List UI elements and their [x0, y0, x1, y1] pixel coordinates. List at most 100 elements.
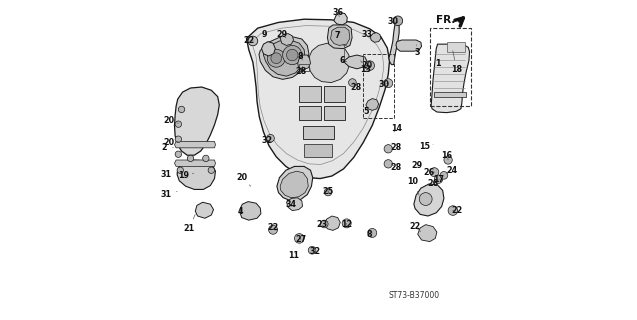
Text: 6: 6 — [340, 56, 345, 65]
Polygon shape — [343, 55, 367, 69]
Text: 32: 32 — [262, 136, 273, 145]
Text: 28: 28 — [350, 83, 362, 92]
Circle shape — [175, 121, 182, 127]
Text: 16: 16 — [441, 151, 453, 160]
Polygon shape — [327, 25, 352, 49]
Text: 26: 26 — [427, 180, 439, 188]
Circle shape — [203, 155, 209, 162]
Text: 21: 21 — [183, 214, 195, 233]
Polygon shape — [240, 202, 261, 220]
Text: 33: 33 — [361, 30, 372, 39]
Text: 11: 11 — [288, 251, 299, 260]
Circle shape — [283, 45, 302, 65]
Text: 34: 34 — [286, 200, 297, 209]
Text: FR.: FR. — [436, 15, 455, 25]
Polygon shape — [177, 160, 215, 189]
Text: 20: 20 — [163, 116, 178, 125]
Polygon shape — [334, 13, 347, 25]
Polygon shape — [431, 44, 469, 113]
Circle shape — [208, 167, 215, 173]
Circle shape — [444, 156, 452, 164]
Text: 19: 19 — [178, 171, 194, 180]
Circle shape — [271, 53, 282, 64]
Text: 28: 28 — [390, 163, 401, 172]
Bar — [299, 106, 321, 120]
Polygon shape — [259, 36, 309, 79]
Circle shape — [320, 220, 328, 228]
Text: 30: 30 — [387, 17, 398, 26]
Text: 20: 20 — [361, 61, 372, 70]
Polygon shape — [175, 141, 215, 148]
Circle shape — [324, 188, 332, 196]
Polygon shape — [247, 19, 390, 179]
Polygon shape — [280, 34, 294, 45]
Text: 22: 22 — [268, 223, 278, 232]
Circle shape — [419, 193, 432, 205]
Circle shape — [287, 49, 298, 61]
Text: 1: 1 — [435, 51, 440, 68]
Polygon shape — [297, 55, 310, 70]
Text: ST73-B37000: ST73-B37000 — [389, 292, 440, 300]
Text: 18: 18 — [451, 51, 462, 74]
Circle shape — [268, 49, 285, 67]
Text: 31: 31 — [160, 190, 177, 199]
Text: 8: 8 — [297, 52, 303, 61]
Polygon shape — [264, 40, 305, 76]
Text: 32: 32 — [310, 247, 321, 256]
Polygon shape — [366, 99, 378, 110]
Polygon shape — [309, 43, 350, 83]
Bar — [299, 86, 321, 102]
Circle shape — [368, 228, 376, 237]
Text: 22: 22 — [410, 222, 421, 232]
Polygon shape — [418, 225, 437, 242]
Bar — [299, 64, 309, 71]
Text: 30: 30 — [378, 80, 390, 89]
Circle shape — [175, 136, 182, 142]
Text: 25: 25 — [322, 188, 333, 196]
Circle shape — [294, 234, 304, 243]
Polygon shape — [175, 160, 215, 166]
Polygon shape — [262, 42, 275, 56]
Text: 22: 22 — [244, 36, 255, 45]
Text: 8: 8 — [367, 230, 373, 239]
Circle shape — [434, 175, 443, 183]
Circle shape — [448, 206, 458, 215]
Text: 20: 20 — [237, 173, 251, 186]
Circle shape — [308, 246, 316, 254]
Polygon shape — [370, 33, 381, 42]
Circle shape — [187, 155, 194, 162]
Circle shape — [430, 168, 439, 177]
Text: 4: 4 — [238, 207, 243, 216]
Polygon shape — [389, 22, 399, 65]
Text: 36: 36 — [333, 8, 343, 17]
Circle shape — [384, 145, 392, 153]
Bar — [430, 28, 471, 106]
Text: 10: 10 — [408, 177, 419, 195]
Text: 7: 7 — [335, 31, 340, 40]
Circle shape — [342, 219, 351, 228]
Circle shape — [248, 36, 258, 46]
Polygon shape — [414, 184, 444, 216]
Text: 12: 12 — [341, 220, 352, 229]
Text: 15: 15 — [419, 142, 433, 151]
Circle shape — [384, 160, 392, 168]
Text: 28: 28 — [295, 67, 306, 76]
Polygon shape — [324, 216, 340, 230]
Text: 17: 17 — [433, 175, 445, 184]
Circle shape — [393, 16, 403, 26]
Text: 3: 3 — [414, 45, 420, 57]
Text: 20: 20 — [163, 138, 178, 147]
Text: 9: 9 — [261, 30, 268, 42]
Polygon shape — [277, 166, 313, 201]
Text: 29: 29 — [412, 161, 429, 170]
Text: 2: 2 — [161, 143, 173, 152]
Polygon shape — [396, 40, 422, 51]
Text: 22: 22 — [451, 206, 462, 215]
Bar — [304, 144, 333, 157]
Text: 26: 26 — [424, 168, 434, 177]
Circle shape — [269, 225, 278, 234]
Circle shape — [267, 134, 275, 142]
Circle shape — [348, 79, 356, 86]
Text: 23: 23 — [317, 220, 328, 229]
Bar — [324, 86, 345, 102]
